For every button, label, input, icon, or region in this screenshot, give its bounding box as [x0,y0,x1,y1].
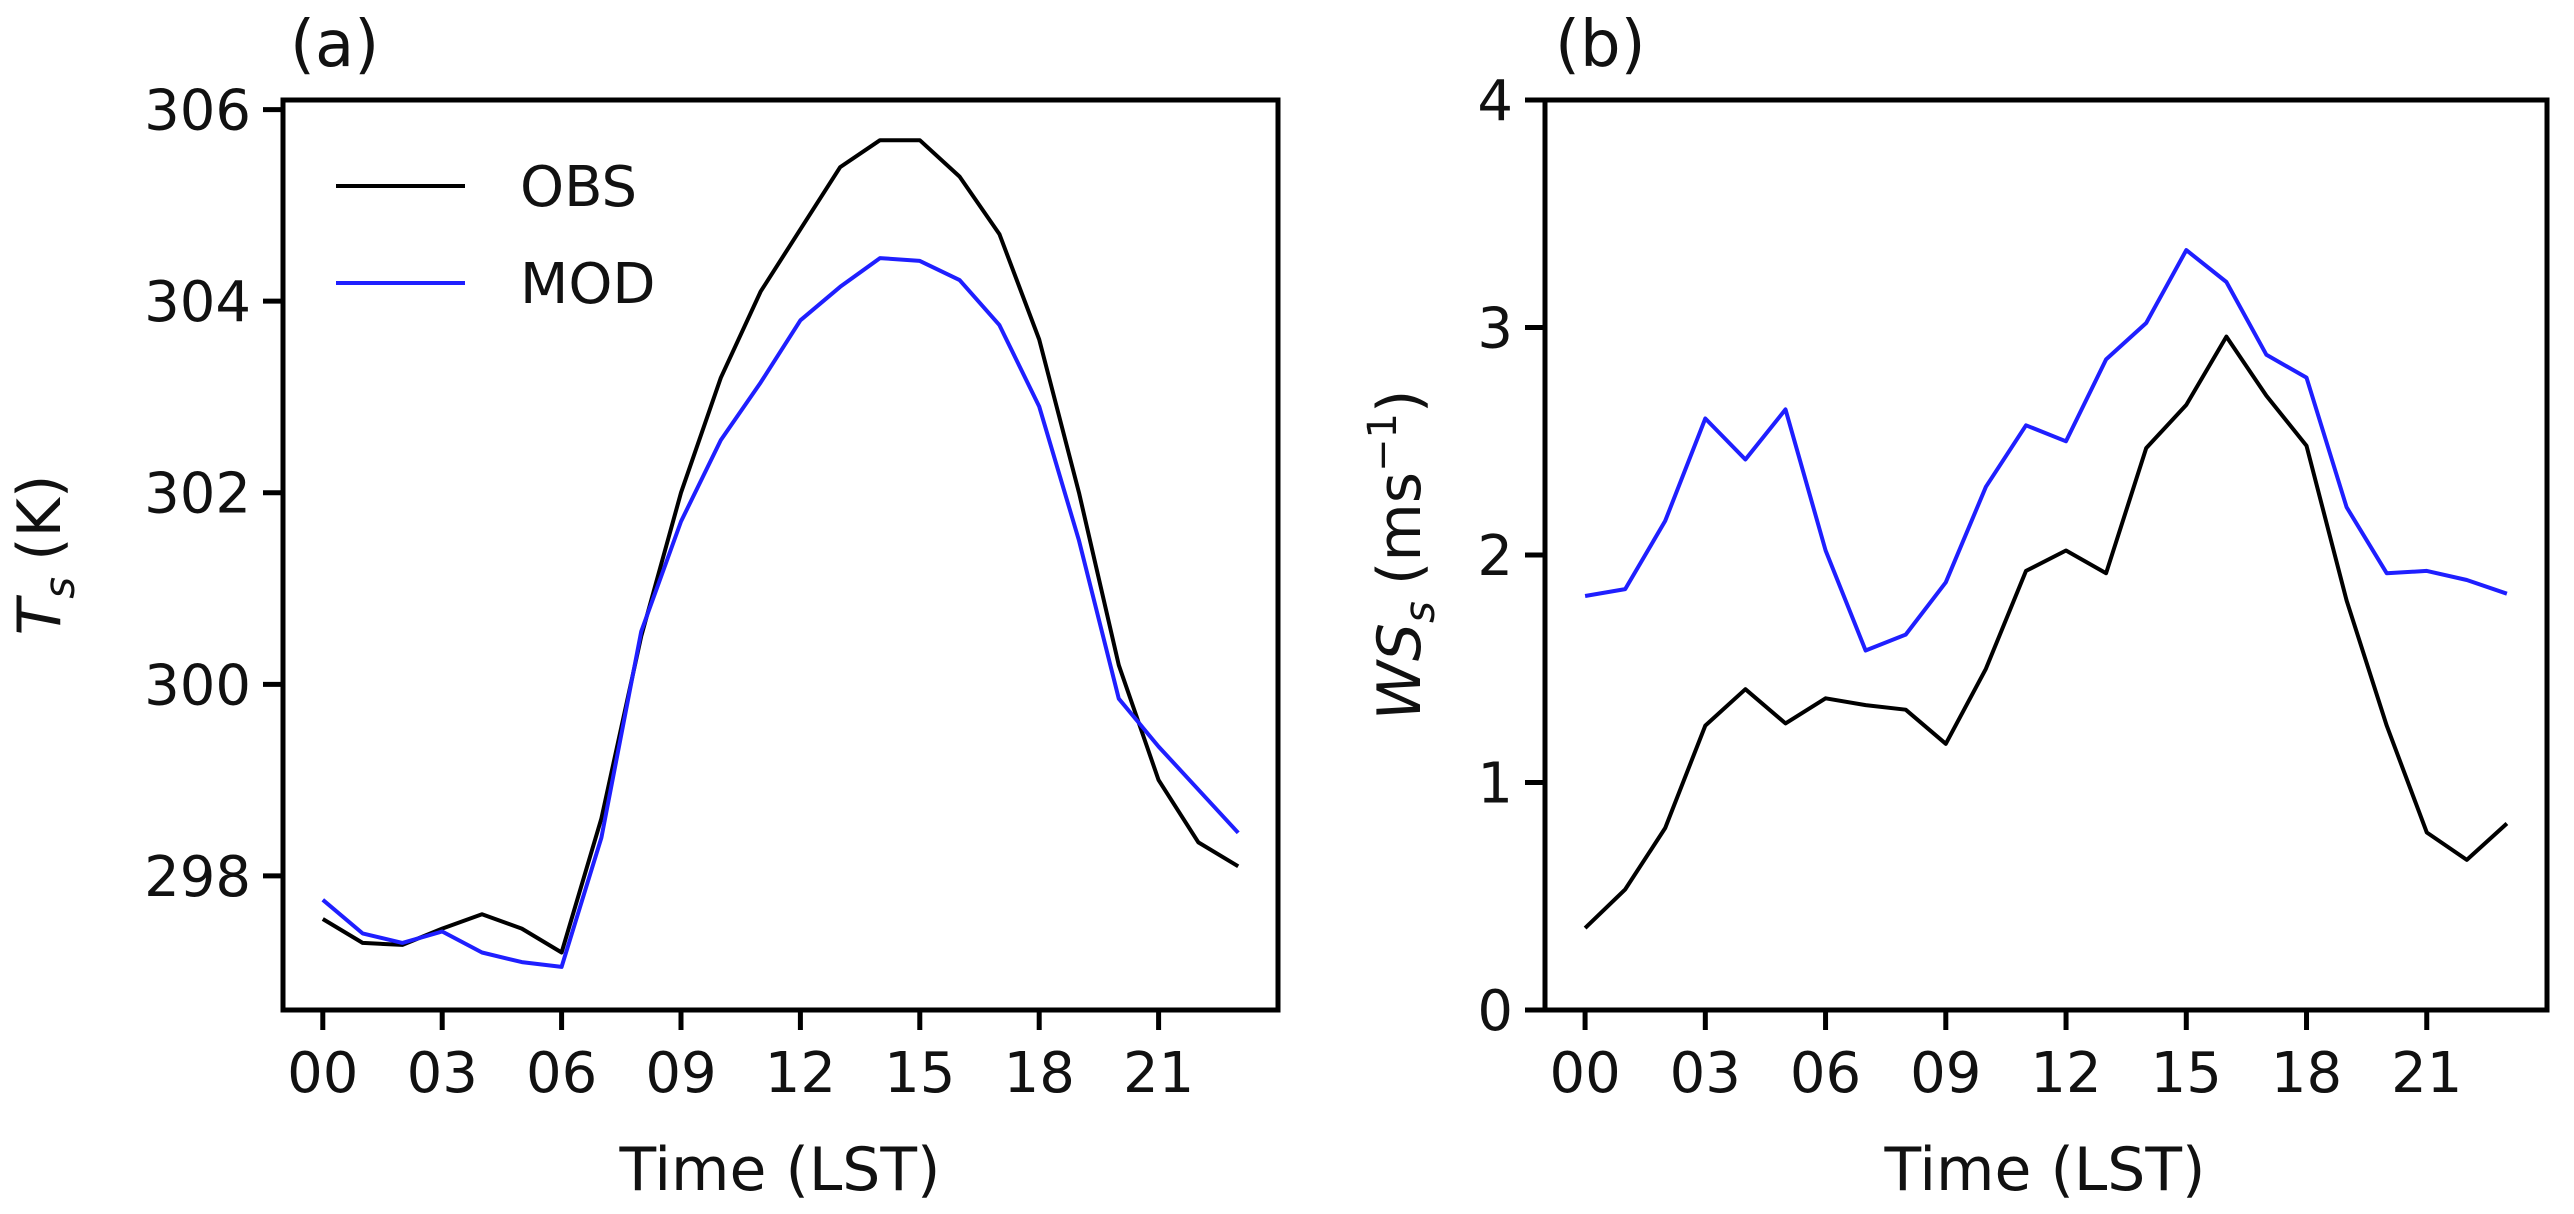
panel-a-x-tick-label: 03 [407,1041,478,1106]
panel-a-x-tick-label: 09 [645,1041,716,1106]
panel-b-tag: (b) [1555,8,1646,82]
panel-b-y-tick-label: 0 [1477,979,1513,1044]
panel-b-x-tick-label: 18 [2271,1041,2342,1106]
panel-a-legend: OBS MOD [336,155,656,317]
panel-b-y-tick-label: 4 [1477,69,1513,134]
panel-b-x-ticks: 00 03 06 09 12 15 18 21 [1549,1010,2462,1106]
panel-a-x-tick-label: 21 [1123,1041,1194,1106]
panel-b-series-obs-line [1583,334,2509,930]
panel-a-x-ticks: 00 03 06 09 12 15 18 21 [287,1010,1194,1106]
panel-a-y-tick-label: 300 [144,653,251,718]
panel-a-x-axis-title: Time (LST) [619,1135,941,1205]
panel-b-series [1583,248,2509,930]
panel-b-y-axis-title: WSs(ms−1) [1360,390,1444,721]
panel-a-x-tick-label: 12 [765,1041,836,1106]
panel-b-y-ticks: 0 1 2 3 4 [1477,69,1545,1044]
panel-a-temperature-chart: (a) 00 03 06 09 12 15 18 21 298 300 302 304 306 OBS… [5,8,1281,1205]
panel-b-x-tick-label: 06 [1790,1041,1861,1106]
panel-a-x-tick-label: 06 [526,1041,597,1106]
panel-a-y-tick-label: 306 [144,79,251,144]
panel-a-x-tick-label: 18 [1004,1041,1075,1106]
panel-a-series-obs-line [321,138,1240,955]
panel-a-tag: (a) [290,8,379,82]
panel-a-series [321,138,1240,969]
panel-b-series-mod-line [1584,248,2508,653]
panel-b-x-tick-label: 09 [1910,1041,1981,1106]
panel-a-y-tick-label: 302 [144,462,251,527]
panel-b-y-tick-label: 2 [1477,524,1513,589]
panel-a-plot-frame [280,97,1281,1013]
panel-b-plot-frame [1542,97,2550,1013]
panel-a-x-tick-label: 15 [884,1041,955,1106]
panel-a-y-axis-title: Ts(K) [5,475,84,636]
panel-a-y-ticks: 298 300 302 304 306 [144,79,283,910]
panel-a-x-tick-label: 00 [287,1041,358,1106]
panel-b-x-tick-label: 12 [2030,1041,2101,1106]
legend-mod-label: MOD [520,252,656,317]
panel-b-y-tick-label: 3 [1477,297,1513,362]
panel-b-x-tick-label: 21 [2391,1041,2462,1106]
panel-a-y-tick-label: 298 [144,845,251,910]
panel-b-x-tick-label: 15 [2151,1041,2222,1106]
panel-a-y-tick-label: 304 [144,270,251,335]
panel-b-x-axis-title: Time (LST) [1884,1135,2206,1205]
panel-b-y-tick-label: 1 [1477,752,1513,817]
legend-obs-label: OBS [520,155,637,220]
panel-b-x-tick-label: 03 [1670,1041,1741,1106]
panel-a-series-mod-line [321,256,1240,969]
panel-b-x-tick-label: 00 [1549,1041,1620,1106]
